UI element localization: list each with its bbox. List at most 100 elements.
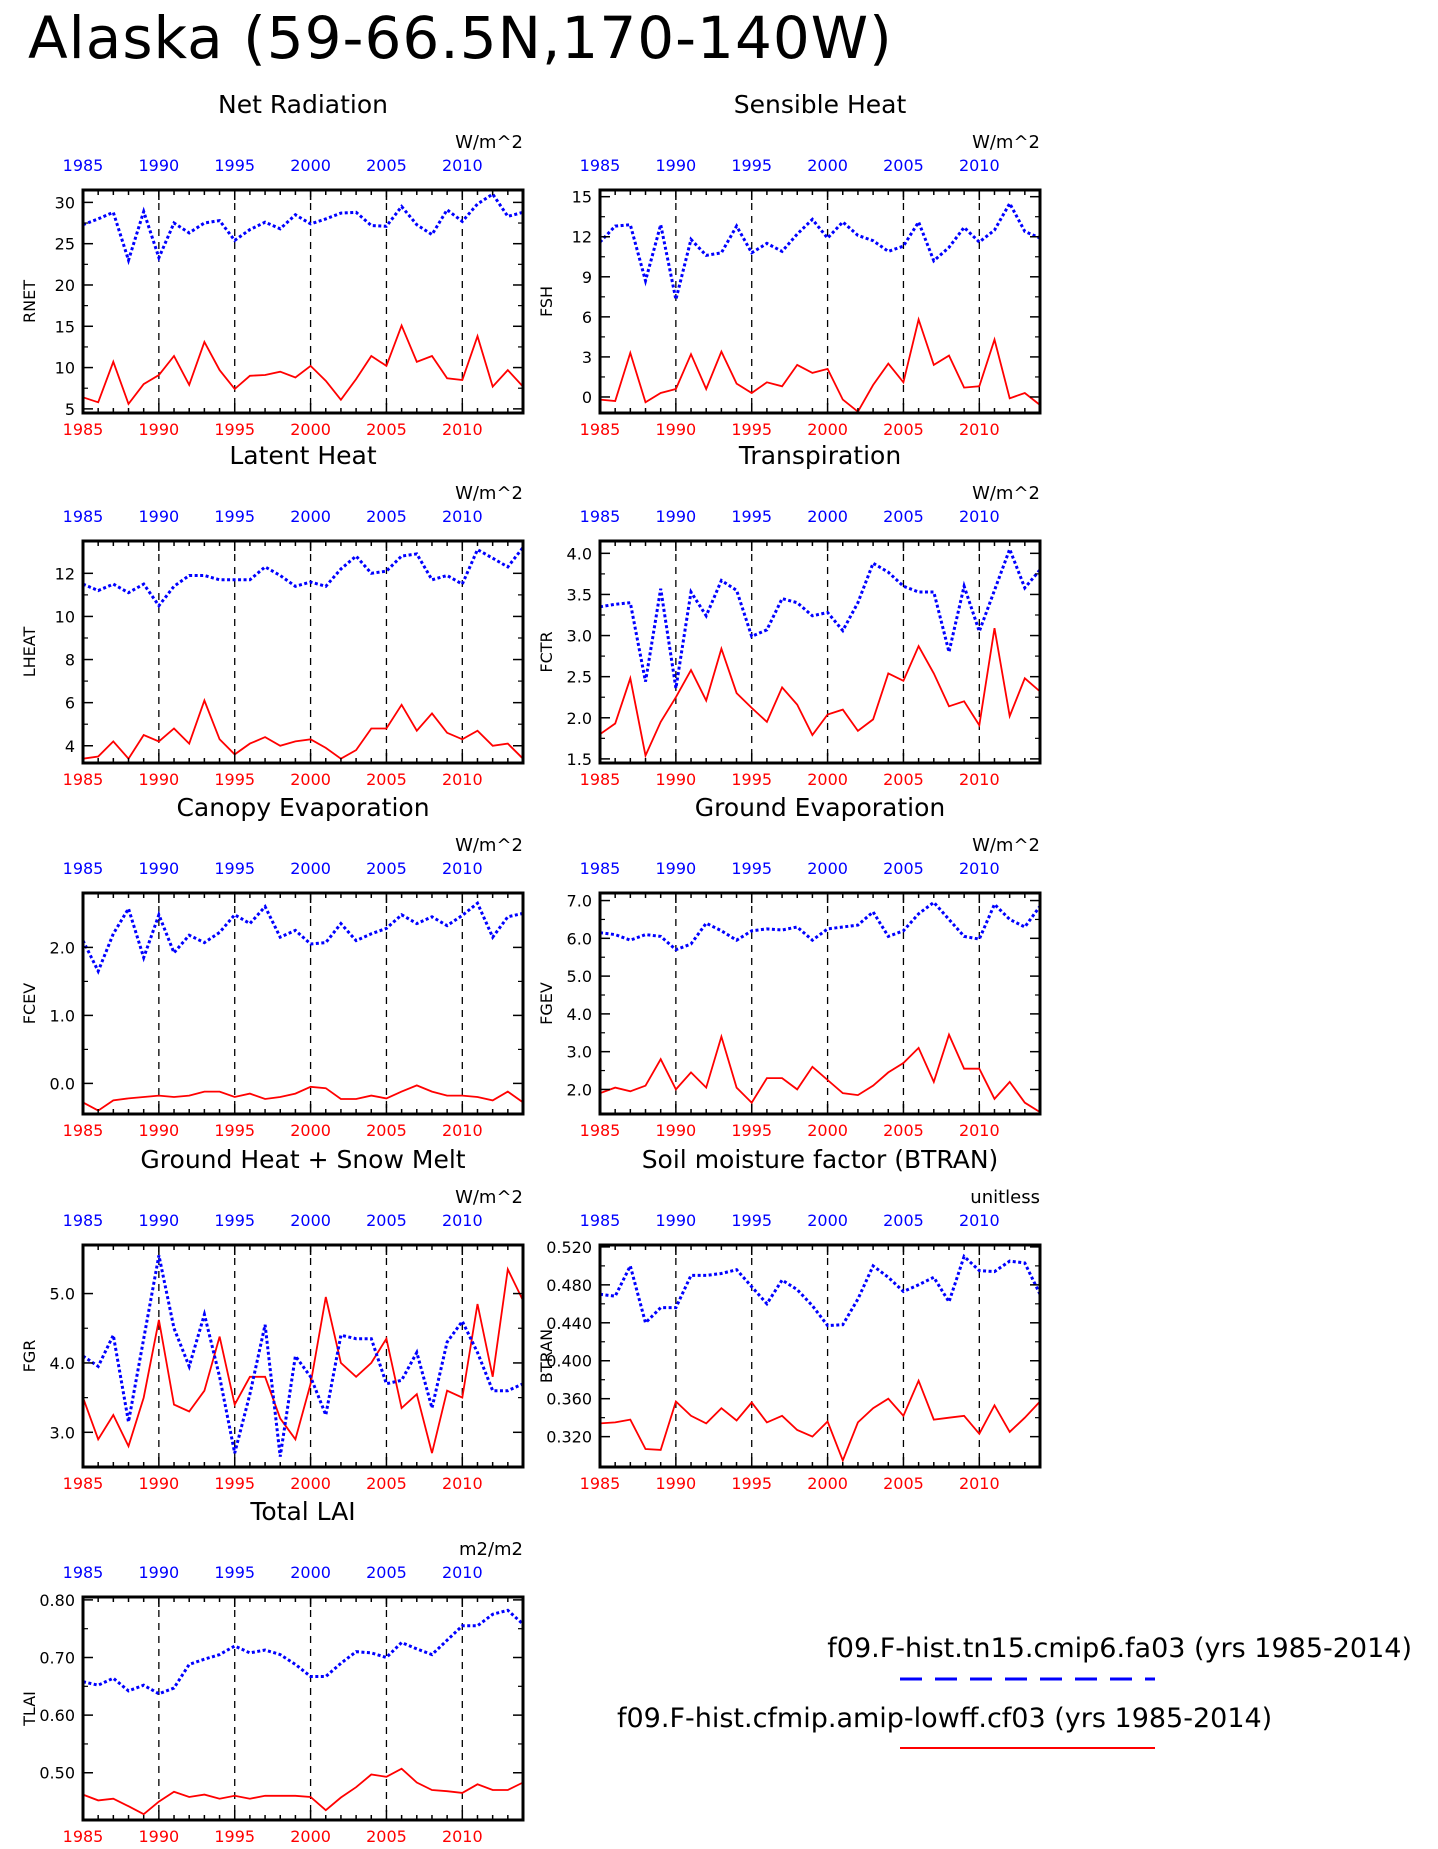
x-tick-label-bottom: 2000 — [807, 1121, 848, 1140]
y-tick-label: 5 — [65, 400, 75, 419]
x-tick-label-bottom: 1985 — [580, 1121, 621, 1140]
panel-title: Total LAI — [249, 1497, 355, 1526]
y-tick-label: 2.5 — [567, 668, 592, 687]
series-2-line — [82, 323, 524, 406]
series-1-line — [82, 546, 525, 609]
series-1-line — [81, 900, 524, 975]
series-1-line — [599, 1253, 1042, 1328]
x-tick-label-top: 1990 — [656, 859, 697, 878]
y-tick-label: 3.0 — [50, 1423, 75, 1442]
series-2-line — [599, 316, 1041, 414]
plot-frame — [598, 188, 1042, 415]
x-tick-label-top: 2010 — [959, 156, 1000, 175]
y-tick-label: 2.0 — [567, 709, 592, 728]
x-tick-label-top: 2000 — [807, 1211, 848, 1230]
y-tick-label: 4.0 — [567, 1005, 592, 1024]
x-tick-label-bottom: 2005 — [883, 1121, 924, 1140]
x-tick-label-top: 1985 — [63, 1563, 104, 1582]
plot-frame — [598, 1243, 1042, 1469]
y-tick-label: 25 — [55, 235, 75, 254]
units-label: W/m^2 — [972, 483, 1040, 504]
x-tick-label-top: 1985 — [63, 1211, 104, 1230]
x-tick-label-bottom: 2005 — [366, 770, 407, 789]
y-tick-label: 0.400 — [546, 1352, 592, 1371]
x-tick-label-bottom: 1985 — [63, 770, 104, 789]
x-tick-label-bottom: 2000 — [807, 1474, 848, 1493]
y-tick-label: 0.360 — [546, 1390, 592, 1409]
x-tick-label-top: 1990 — [139, 859, 180, 878]
x-tick-label-bottom: 2005 — [883, 770, 924, 789]
y-axis-label: TLAI — [20, 1691, 39, 1727]
x-tick-label-bottom: 1990 — [656, 770, 697, 789]
panel-fgr: Ground Heat + Snow Melt W/m^2 1985 1985 1990… — [20, 1145, 525, 1493]
x-tick-label-top: 2005 — [366, 156, 407, 175]
panel-fgev: Ground Evaporation W/m^2 1985 1985 1990 1990 1… — [537, 793, 1042, 1140]
x-tick-label-bottom: 1990 — [139, 1827, 180, 1846]
y-tick-label: 30 — [55, 193, 75, 212]
y-tick-label: 20 — [55, 276, 75, 295]
series-2-line — [599, 1378, 1041, 1463]
x-tick-label-bottom: 2005 — [883, 1474, 924, 1493]
panel-title: Sensible Heat — [734, 90, 907, 119]
x-tick-label-bottom: 1995 — [214, 1827, 255, 1846]
x-tick-label-bottom: 2000 — [807, 770, 848, 789]
y-tick-label: 0.320 — [546, 1428, 592, 1447]
x-tick-label-top: 2010 — [959, 1211, 1000, 1230]
x-tick-label-top: 2005 — [366, 859, 407, 878]
series-2-line — [599, 1032, 1041, 1113]
x-tick-label-bottom: 2010 — [442, 1474, 483, 1493]
panel-title: Ground Evaporation — [695, 793, 945, 822]
x-tick-label-bottom: 2010 — [442, 1827, 483, 1846]
y-tick-label: 5.0 — [567, 967, 592, 986]
x-tick-label-top: 1985 — [63, 859, 104, 878]
y-axis-label: FGEV — [537, 982, 556, 1025]
series-1-line — [598, 200, 1041, 300]
y-axis-label: FCEV — [20, 983, 39, 1024]
x-tick-label-top: 2005 — [883, 1211, 924, 1230]
y-tick-label: 4.0 — [567, 544, 592, 563]
y-tick-label: 0.480 — [546, 1276, 592, 1295]
x-tick-label-top: 2000 — [290, 156, 331, 175]
y-tick-label: 0.60 — [39, 1706, 75, 1725]
y-axis-label: LHEAT — [20, 627, 39, 678]
x-tick-label-top: 1985 — [580, 1211, 621, 1230]
panel-fcev: Canopy Evaporation W/m^2 1985 1985 1990 1990 1… — [20, 793, 525, 1140]
x-tick-label-top: 2005 — [883, 859, 924, 878]
x-tick-label-bottom: 2000 — [807, 420, 848, 439]
x-tick-label-bottom: 1985 — [63, 1121, 104, 1140]
x-tick-label-top: 2000 — [807, 156, 848, 175]
y-tick-label: 6 — [65, 694, 75, 713]
y-tick-label: 0.520 — [546, 1238, 592, 1257]
x-tick-label-bottom: 1995 — [731, 1121, 772, 1140]
x-tick-label-top: 2010 — [442, 1211, 483, 1230]
x-tick-label-bottom: 1995 — [731, 770, 772, 789]
x-tick-label-bottom: 2005 — [883, 420, 924, 439]
legend-label-1: f09.F-hist.tn15.cmip6.fa03 (yrs 1985-201… — [827, 1633, 1412, 1664]
x-tick-label-bottom: 1985 — [580, 1474, 621, 1493]
x-tick-label-top: 2005 — [883, 156, 924, 175]
x-tick-label-bottom: 2005 — [366, 1121, 407, 1140]
y-tick-label: 1.5 — [567, 750, 592, 769]
plot-frame — [598, 539, 1042, 765]
x-tick-label-top: 1995 — [731, 859, 772, 878]
y-tick-label: 10 — [55, 359, 75, 378]
units-label: W/m^2 — [455, 1187, 523, 1208]
y-tick-label: 9 — [582, 268, 592, 287]
x-tick-label-top: 2010 — [442, 859, 483, 878]
y-axis-label: BTRAN — [537, 1329, 556, 1383]
x-tick-label-bottom: 1995 — [731, 1474, 772, 1493]
x-tick-label-bottom: 2000 — [290, 1827, 331, 1846]
x-tick-label-top: 1995 — [731, 1211, 772, 1230]
x-tick-label-top: 1985 — [580, 859, 621, 878]
series-2-line — [82, 1266, 524, 1454]
units-label: W/m^2 — [972, 835, 1040, 856]
plot-frame — [81, 1595, 525, 1822]
x-tick-label-top: 1985 — [63, 156, 104, 175]
x-tick-label-bottom: 2010 — [959, 1474, 1000, 1493]
x-tick-label-top: 2000 — [290, 1563, 331, 1582]
x-tick-label-top: 2000 — [807, 507, 848, 526]
units-label: W/m^2 — [455, 835, 523, 856]
panel-title: Ground Heat + Snow Melt — [140, 1145, 465, 1174]
y-tick-label: 4 — [65, 737, 75, 756]
